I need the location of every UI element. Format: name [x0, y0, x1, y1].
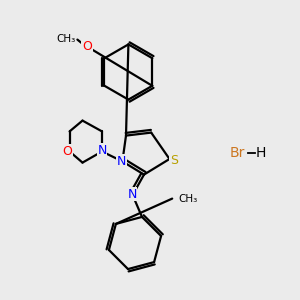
Text: O: O [82, 40, 92, 53]
Text: N: N [117, 155, 127, 168]
Text: CH₃: CH₃ [178, 194, 198, 205]
Text: N: N [97, 144, 107, 157]
Text: Br: Br [229, 146, 245, 160]
Text: O: O [62, 145, 72, 158]
Text: CH₃: CH₃ [57, 34, 76, 44]
Text: H: H [256, 146, 266, 160]
Text: S: S [170, 154, 178, 167]
Text: N: N [127, 188, 137, 201]
